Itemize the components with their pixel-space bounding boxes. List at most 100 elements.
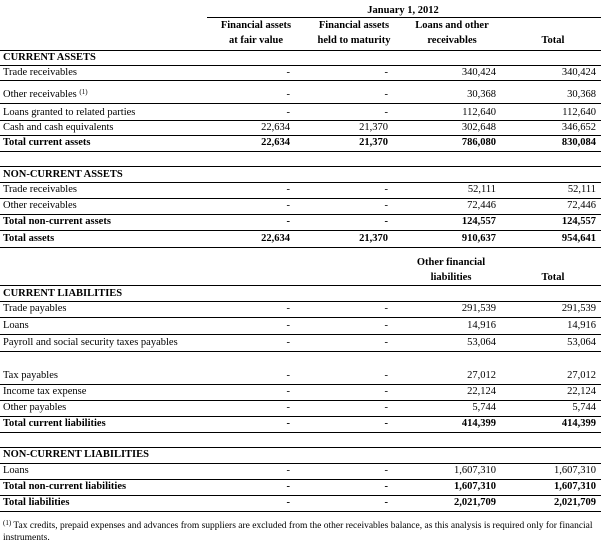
cell-ofl: 2,021,709: [454, 497, 496, 508]
cell-htm: -: [384, 303, 389, 314]
row-label: Total non-current assets: [3, 216, 111, 227]
footnote-text: Tax credits, prepaid expenses and advanc…: [3, 521, 593, 543]
cell-fair-value: -: [286, 107, 291, 118]
row-label-text: Other receivables: [3, 89, 77, 100]
cell-total: 830,084: [561, 137, 596, 148]
cell-fair-value: -: [286, 465, 291, 476]
cell-fair-value: -: [286, 303, 291, 314]
section-title: NON-CURRENT ASSETS: [3, 169, 123, 180]
rule: [0, 400, 601, 401]
cell-fair-value: -: [286, 418, 291, 429]
cell-fair-value: -: [286, 89, 291, 100]
cell-total: 30,368: [567, 89, 596, 100]
cell-loans: 910,637: [461, 233, 496, 244]
header-rule: [207, 17, 601, 18]
cell-htm: -: [384, 386, 389, 397]
section-current-liabilities: CURRENT LIABILITIES: [0, 287, 601, 301]
cell-fair-value: 22,634: [261, 233, 290, 244]
cell-total: 52,111: [567, 184, 596, 195]
row-label: Total non-current liabilities: [3, 481, 127, 492]
table-row: Loans - - 14,916 14,916: [0, 319, 601, 333]
col-header-loans: Loans and other receivables: [404, 18, 500, 48]
rule: [0, 166, 601, 167]
section-non-current-liabilities: NON-CURRENT LIABILITIES: [0, 448, 601, 462]
cell-total: 5,744: [572, 402, 596, 413]
cell-total: 1,607,310: [554, 481, 596, 492]
cell-fair-value: -: [286, 216, 291, 227]
rule: [0, 151, 601, 152]
col-header-loans-line2: receivables: [427, 35, 477, 46]
cell-loans: 30,368: [467, 89, 496, 100]
cell-ofl: 14,916: [467, 320, 496, 331]
cell-total: 1,607,310: [554, 465, 596, 476]
cell-htm: -: [384, 402, 389, 413]
rule: [0, 50, 601, 51]
table-row: Loans - - 1,607,310 1,607,310: [0, 464, 601, 478]
row-label: Loans: [3, 465, 29, 476]
cell-total: 414,399: [561, 418, 596, 429]
row-label: Loans: [3, 320, 29, 331]
period-header: January 1, 2012: [367, 5, 439, 16]
cell-total: 53,064: [567, 337, 596, 348]
cell-htm: -: [384, 216, 389, 227]
rule: [0, 285, 601, 286]
rule: [0, 301, 601, 302]
rule: [0, 247, 601, 248]
rule: [0, 495, 601, 496]
cell-ofl: 414,399: [461, 418, 496, 429]
cell-fair-value: -: [286, 370, 291, 381]
rule: [0, 334, 601, 335]
grand-total-row: Total assets 22,634 21,370 910,637 954,6…: [0, 232, 601, 246]
cell-htm: -: [384, 465, 389, 476]
grand-total-row: Total liabilities - - 2,021,709 2,021,70…: [0, 496, 601, 510]
table-row: Trade payables - - 291,539 291,539: [0, 302, 601, 316]
cell-fair-value: -: [286, 386, 291, 397]
col-header-fair-value-line1: Financial assets: [220, 20, 292, 31]
cell-htm: -: [384, 497, 389, 508]
rule: [0, 351, 601, 352]
cell-loans: 340,424: [461, 67, 496, 78]
section-non-current-assets: NON-CURRENT ASSETS: [0, 168, 601, 182]
row-label: Payroll and social security taxes payabl…: [3, 337, 178, 348]
row-label: Loans granted to related parties: [3, 107, 136, 118]
cell-ofl: 1,607,310: [454, 465, 496, 476]
section-title: NON-CURRENT LIABILITIES: [3, 449, 149, 460]
table-row: Other receivables (1) - - 30,368 30,368: [0, 88, 601, 102]
cell-loans: 302,648: [461, 122, 496, 133]
cell-total: 22,124: [567, 386, 596, 397]
cell-ofl: 5,744: [472, 402, 496, 413]
row-label: Cash and cash equivalents: [3, 122, 114, 133]
cell-fair-value: 22,634: [261, 122, 290, 133]
table-row: Loans granted to related parties - - 112…: [0, 106, 601, 120]
cell-ofl: 22,124: [467, 386, 496, 397]
rule: [0, 214, 601, 215]
cell-loans: 786,080: [461, 137, 496, 148]
rule: [0, 135, 601, 136]
cell-total: 340,424: [561, 67, 596, 78]
cell-htm: -: [384, 481, 389, 492]
row-label: Other receivables: [3, 200, 77, 211]
section-title: CURRENT LIABILITIES: [3, 288, 123, 299]
row-label: Total current assets: [3, 137, 91, 148]
cell-htm: -: [384, 418, 389, 429]
section-title: CURRENT ASSETS: [3, 52, 96, 63]
rule: [0, 65, 601, 66]
row-label: Trade payables: [3, 303, 67, 314]
row-label: Other receivables (1): [3, 88, 88, 102]
cell-htm: -: [384, 337, 389, 348]
row-label: Total liabilities: [3, 497, 70, 508]
cell-fair-value: -: [286, 402, 291, 413]
row-label: Income tax expense: [3, 386, 87, 397]
table-row: Payroll and social security taxes payabl…: [0, 336, 601, 350]
cell-fair-value: -: [286, 67, 291, 78]
row-label: Tax payables: [3, 370, 58, 381]
total-row: Total current assets 22,634 21,370 786,0…: [0, 136, 601, 150]
col-header-other-financial-liabilities: Other financial liabilities: [398, 255, 504, 285]
cell-total: 124,557: [561, 216, 596, 227]
row-label: Trade receivables: [3, 67, 77, 78]
cell-ofl: 53,064: [467, 337, 496, 348]
cell-htm: -: [384, 184, 389, 195]
cell-total: 14,916: [567, 320, 596, 331]
cell-ofl: 291,539: [461, 303, 496, 314]
cell-htm: -: [384, 370, 389, 381]
